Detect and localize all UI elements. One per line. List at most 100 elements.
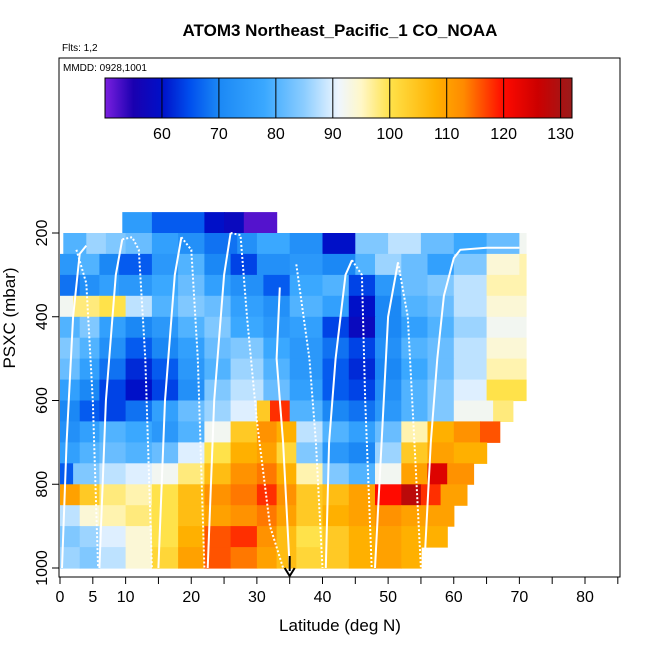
heat-cell-0-2 [204,212,225,234]
heat-cell-11-8 [256,442,278,464]
heat-cell-5-16 [486,316,527,339]
heat-cell-2-16 [486,253,520,276]
heatmap-cells [60,212,527,569]
heat-cell-1-6 [204,233,238,255]
heat-cell-2-1 [79,253,100,276]
heat-cell-14-11 [322,505,350,527]
heat-cell-7-7 [230,358,264,381]
heat-cell-16-13 [375,547,402,569]
heat-cell-11-5 [178,442,205,464]
heat-cell-9-6 [204,400,232,422]
heat-cell-7-14 [427,358,455,381]
heat-cell-15-12 [348,526,376,548]
heat-cell-15-3 [125,526,153,548]
heat-cell-5-8 [263,316,291,339]
heat-cell-10-3 [125,421,153,443]
heat-cell-10-2 [99,421,127,443]
heat-cell-8-13 [401,379,429,402]
heat-cell-13-14 [401,484,422,506]
heat-cell-15-0 [60,526,81,548]
heat-cell-9-0 [60,400,81,422]
heat-cell-3-12 [375,274,402,297]
heat-cell-2-7 [230,253,258,276]
heat-cell-16-6 [204,547,232,569]
heat-cell-1-13 [420,233,455,255]
heat-cell-1-4 [151,233,179,255]
heat-cell-16-2 [99,547,127,569]
heat-cell-8-11 [348,379,376,402]
heat-cell-12-7 [230,463,258,485]
heat-cell-16-5 [178,547,205,569]
heat-cell-8-5 [178,379,205,402]
heat-cell-5-5 [178,316,205,339]
heat-cell-11-7 [230,442,258,464]
heat-cell-9-15 [427,400,455,422]
heat-cell-4-15 [453,295,488,318]
heat-cell-3-7 [230,274,264,297]
flight-track-1 [75,249,100,569]
heat-cell-8-12 [375,379,402,402]
heat-cell-8-1 [79,379,100,402]
heat-cell-12-3 [125,463,153,485]
heat-cell-13-10 [296,484,324,506]
heat-cell-6-4 [151,337,179,360]
heat-cell-0-4 [243,212,278,234]
heat-cell-8-9 [289,379,324,402]
heat-cell-7-15 [453,358,488,381]
heat-cell-3-2 [99,274,120,297]
heat-cell-13-8 [256,484,278,506]
heat-cell-10-1 [79,421,100,443]
heat-cell-9-5 [178,400,205,422]
flight-track-2 [98,239,124,569]
heat-cell-2-8 [256,253,291,276]
heat-cell-11-1 [79,442,100,464]
heat-cell-9-2 [99,400,127,422]
heat-cell-6-0 [60,337,81,360]
heat-cell-4-12 [375,295,402,318]
heat-cell-16-10 [296,547,324,569]
heat-cell-13-3 [125,484,153,506]
heat-cell-8-14 [427,379,455,402]
heat-cell-16-7 [230,547,258,569]
heat-cell-5-1 [79,316,100,339]
heat-cell-6-16 [486,337,527,360]
heat-cell-9-3 [125,400,153,422]
heat-cell-3-1 [79,274,100,297]
heat-cell-12-10 [296,463,324,485]
heat-cell-10-9 [276,421,297,443]
heat-cell-14-3 [125,505,153,527]
heat-cell-15-6 [204,526,232,548]
heat-cell-7-2 [99,358,127,381]
heat-cell-14-1 [79,505,100,527]
heat-cell-8-3 [125,379,153,402]
colorbar-tick-label-100: 100 [376,126,403,143]
heat-cell-8-15 [453,379,488,402]
heat-cell-16-1 [79,547,100,569]
heat-cell-2-17 [519,253,527,276]
heat-cell-6-11 [348,337,376,360]
heat-cell-1-9 [289,233,324,255]
heat-cell-12-5 [178,463,205,485]
heat-cell-13-4 [151,484,179,506]
heat-cell-14-15 [427,505,455,527]
heat-cell-14-7 [230,505,258,527]
heat-cell-9-16 [453,400,494,422]
heat-cell-11-16 [453,442,488,464]
heat-cell-0-0 [122,212,153,234]
heat-cell-5-10 [322,316,350,339]
heat-cell-14-12 [348,505,376,527]
x-axis: 0 5 10 20 30 40 50 60 70 80 [56,576,620,606]
flight-track-3 [122,236,153,569]
heat-cell-7-1 [79,358,100,381]
heat-cell-2-3 [119,253,153,276]
heat-cell-12-0 [60,463,74,485]
heat-cell-3-9 [289,274,324,297]
heat-cell-3-14 [427,274,455,297]
heat-cell-12-13 [375,463,402,485]
heat-cell-15-8 [256,526,278,548]
heat-cell-14-6 [204,505,232,527]
heat-cell-1-0 [63,233,87,255]
heat-cell-16-9 [276,547,297,569]
heat-cell-1-10 [322,233,356,255]
heat-cell-16-11 [322,547,350,569]
